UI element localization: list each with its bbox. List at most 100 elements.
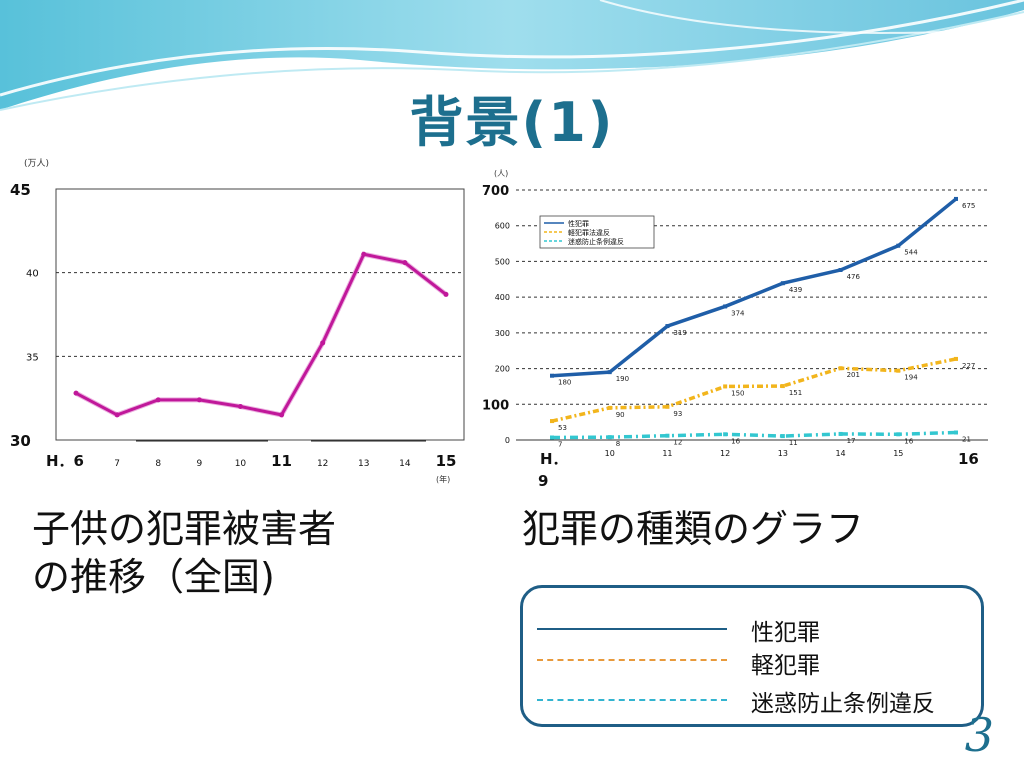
x-tick-label: 16 <box>958 450 979 468</box>
data-label-1: 374 <box>731 309 745 317</box>
data-label-1: 476 <box>847 273 861 281</box>
y-tick-label: 200 <box>495 365 510 374</box>
y-tick-label: 600 <box>495 222 510 231</box>
plot-frame <box>55 188 465 441</box>
x-tick-label: 10 <box>605 449 615 458</box>
x-tick-label: 9 <box>538 472 548 490</box>
data-label-1: 180 <box>558 379 571 387</box>
y-unit-label: (人) <box>494 169 508 178</box>
right-chart-panel: (人) 700 600 500 400 300 200 100 0 H． 9 10 11 12 13 14 15… <box>474 164 990 490</box>
series-line-shadow <box>74 251 448 418</box>
x-tick-label: 11 <box>271 452 292 470</box>
data-point-1 <box>954 196 958 201</box>
left-chart-panel: (万人) (年) 45 40 35 30 H．6 7 8 9 10 11 12 13 14 15 <box>6 152 468 488</box>
data-point-2 <box>723 384 728 389</box>
data-point-2 <box>780 384 785 389</box>
x-tick-label: 12 <box>317 459 328 469</box>
legend-label-sex-crime: 性犯罪 <box>751 620 820 646</box>
data-point-3 <box>550 435 554 440</box>
data-label-3: 16 <box>904 437 913 445</box>
y-tick-label: 35 <box>26 352 39 363</box>
legend-line-sex-crime <box>537 628 727 630</box>
x-tick-label: 10 <box>235 459 247 469</box>
data-label-2: 151 <box>789 389 802 397</box>
data-label-3: 16 <box>731 437 740 445</box>
x-tick-label: 14 <box>399 459 411 469</box>
data-label-3: 7 <box>558 441 562 449</box>
data-point-2 <box>896 368 901 373</box>
slide-number: 3 <box>964 708 994 762</box>
data-point-3 <box>723 432 728 437</box>
data-point-2 <box>665 404 670 409</box>
x-tick-label: 9 <box>196 459 202 469</box>
data-label-2: 201 <box>847 371 860 379</box>
data-point-3 <box>780 434 785 439</box>
data-point-1 <box>838 268 843 272</box>
data-point-1 <box>780 281 785 286</box>
data-point-3 <box>896 432 901 437</box>
data-point-3 <box>665 433 670 438</box>
data-point <box>114 412 120 418</box>
data-point-2 <box>607 405 612 410</box>
data-point-1 <box>665 324 670 329</box>
x-tick-label: 13 <box>358 459 369 469</box>
series-line-1 <box>551 197 958 378</box>
left-caption-line-1: 子供の犯罪被害者 <box>32 507 337 551</box>
slide-title: 背景(1) <box>409 91 615 154</box>
header-wave-decoration <box>0 0 1024 111</box>
x-tick-label: 15 <box>436 452 457 470</box>
data-label-1: 544 <box>904 249 918 257</box>
data-label-2: 90 <box>616 411 625 419</box>
legend-box: 性犯罪 軽犯罪 迷惑防止条例違反 <box>520 585 984 727</box>
inner-legend-label: 迷惑防止条例違反 <box>568 237 624 246</box>
x-tick-label: 11 <box>662 449 672 458</box>
data-label-1: 319 <box>673 329 686 337</box>
series-line <box>75 252 447 417</box>
y-tick-label: 500 <box>495 257 510 266</box>
data-point-3 <box>607 435 612 440</box>
data-label-2: 150 <box>731 389 744 397</box>
y-tick-label: 40 <box>26 269 39 280</box>
inner-legend-label: 性犯罪 <box>568 219 589 228</box>
series-line-2 <box>551 357 957 423</box>
legend-label-nuisance: 迷惑防止条例違反 <box>751 691 935 717</box>
x-tick-label: H． <box>540 450 568 468</box>
data-point <box>237 404 243 410</box>
data-label-2: 194 <box>904 374 918 382</box>
data-point-2 <box>954 356 958 361</box>
data-point-1 <box>607 370 612 375</box>
x-unit-label: (年) <box>436 474 450 484</box>
y-tick-label: 400 <box>495 293 510 302</box>
data-label-2: 53 <box>558 424 567 432</box>
data-point <box>402 260 408 266</box>
data-point-1 <box>550 373 554 378</box>
right-caption: 犯罪の種類のグラフ <box>522 507 865 551</box>
data-point <box>73 390 79 396</box>
x-tick-label: H．6 <box>46 452 84 470</box>
data-label-2: 227 <box>962 362 975 370</box>
x-tick-label: 15 <box>893 449 903 458</box>
data-label-3: 11 <box>789 439 798 447</box>
y-tick-label: 45 <box>10 181 31 199</box>
x-tick-label: 7 <box>114 459 120 469</box>
inner-legend-label: 軽犯罪法違反 <box>568 228 610 237</box>
legend-line-light-crime <box>537 659 727 661</box>
data-point <box>196 397 202 403</box>
data-point <box>443 291 449 297</box>
y-tick-label: 30 <box>10 432 31 450</box>
y-tick-label: 300 <box>495 329 510 338</box>
left-line-chart: (万人) (年) 45 40 35 30 H．6 7 8 9 10 11 12 13 14 15 <box>10 158 465 484</box>
data-point-2 <box>838 366 843 371</box>
data-label-1: 439 <box>789 286 802 294</box>
data-point-1 <box>896 243 901 248</box>
x-tick-label: 12 <box>720 449 730 458</box>
data-point-3 <box>954 430 958 435</box>
data-label-1: 190 <box>616 375 629 383</box>
data-point-1 <box>723 304 728 309</box>
data-point <box>320 340 326 346</box>
data-point <box>361 251 367 257</box>
y-unit-label: (万人) <box>24 158 49 169</box>
data-label-3: 17 <box>847 437 856 445</box>
x-tick-label: 14 <box>835 449 845 458</box>
data-label-3: 8 <box>616 440 620 448</box>
